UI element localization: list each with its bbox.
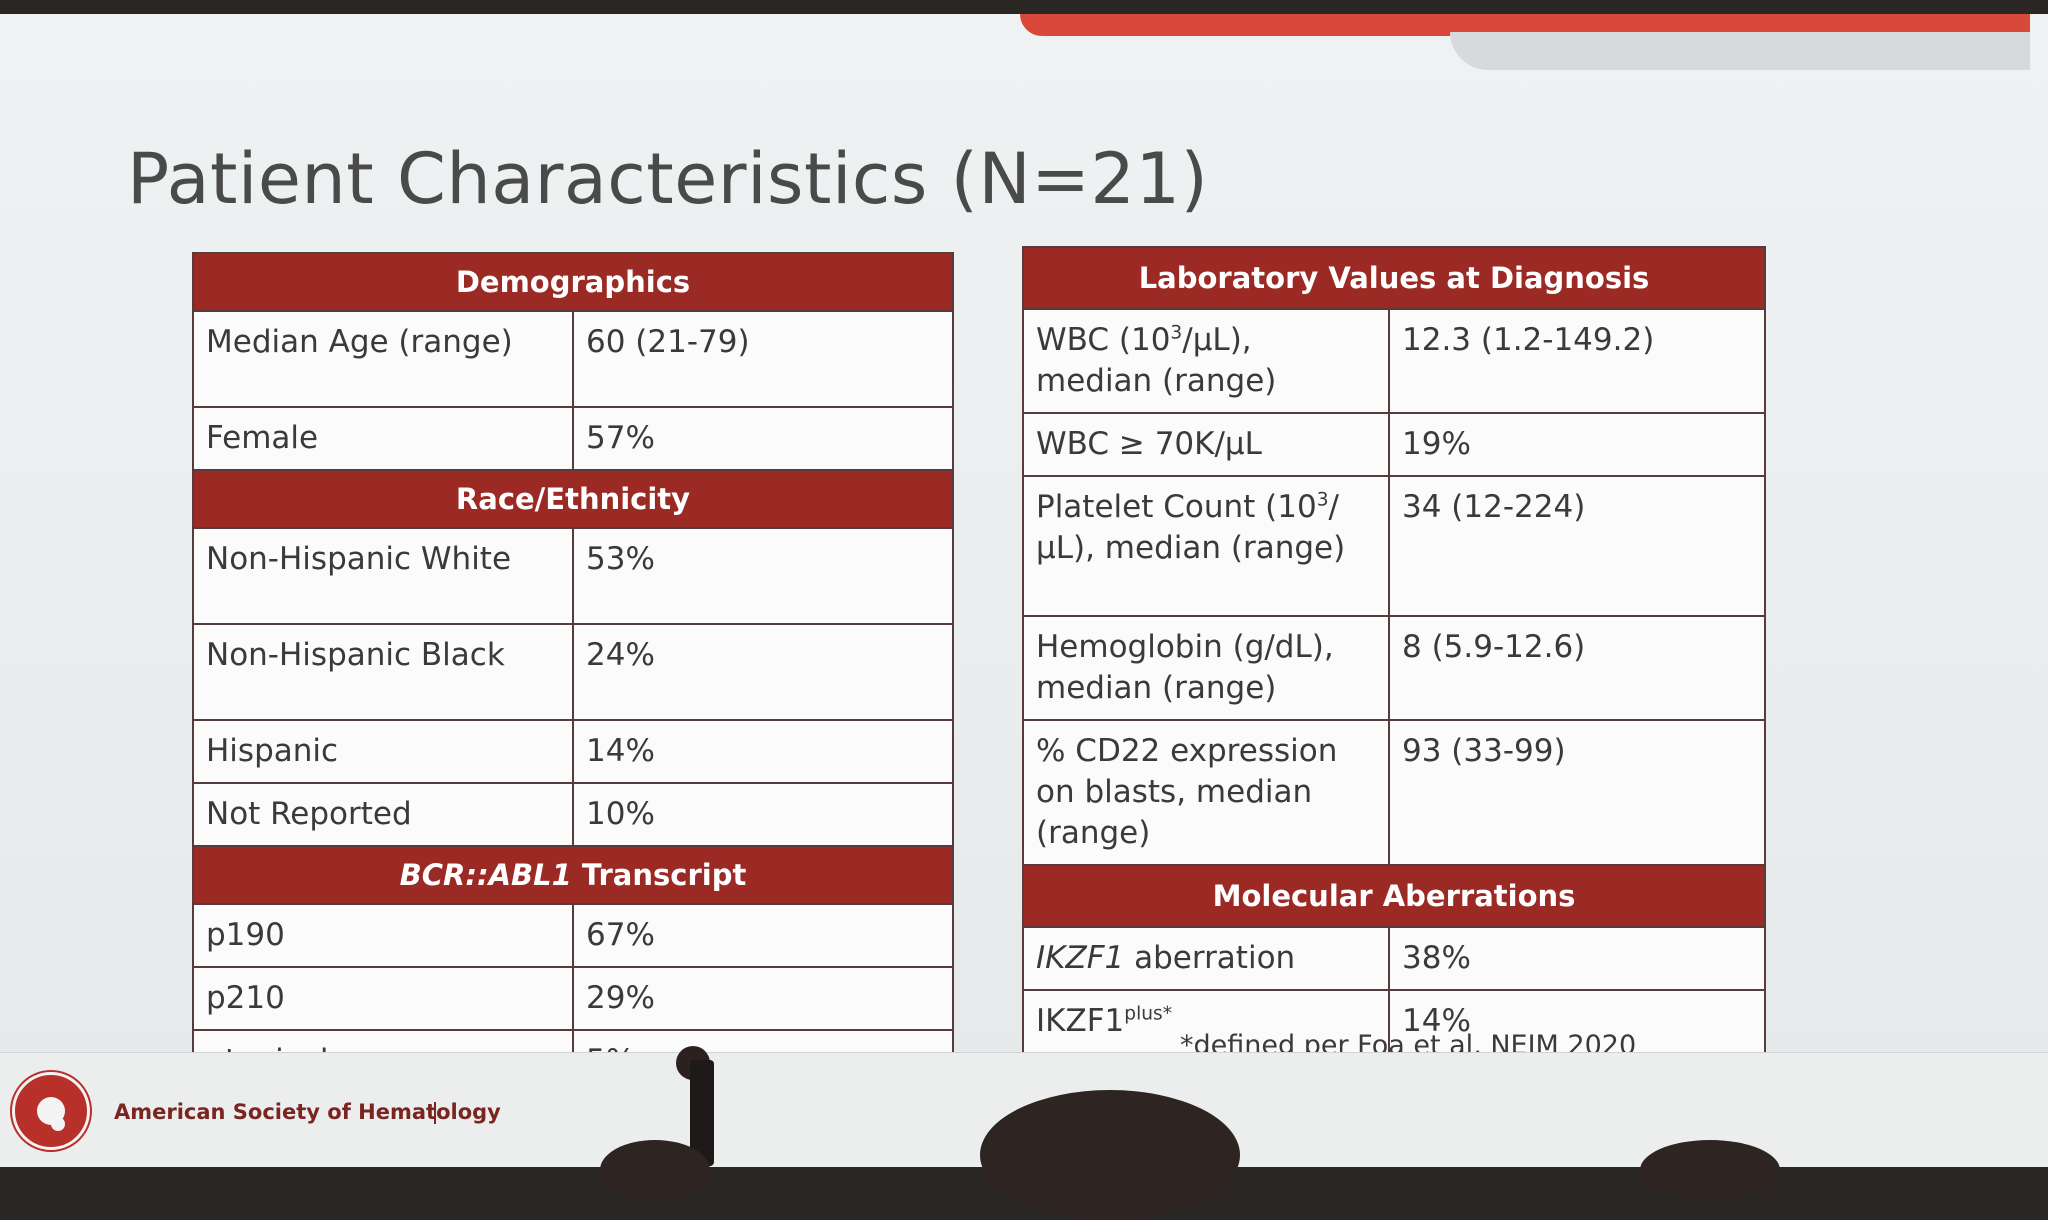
wbc-label-post: /µL), median (range) xyxy=(1036,322,1277,399)
footer-divider xyxy=(434,1102,436,1124)
row-label: WBC (103/µL), median (range) xyxy=(1022,308,1390,414)
table-row: % CD22 expression on blasts, median (ran… xyxy=(1022,719,1767,866)
table-header-row: Molecular Aberrations xyxy=(1021,864,1767,928)
row-label: Platelet Count (103/µL), median (range) xyxy=(1022,475,1390,617)
table-row: Non-Hispanic Black 24% xyxy=(192,623,954,721)
row-label: p210 xyxy=(192,966,574,1031)
row-label: Hispanic xyxy=(192,719,574,784)
audience-head xyxy=(1640,1140,1780,1200)
row-value: 19% xyxy=(1387,412,1767,477)
table-row: Female 57% xyxy=(192,406,954,471)
row-label: % CD22 expression on blasts, median (ran… xyxy=(1022,719,1390,866)
accent-bar xyxy=(1020,14,2030,36)
row-label: Median Age (range) xyxy=(192,310,574,408)
row-value: 38% xyxy=(1387,926,1767,991)
table-row: WBC (103/µL), median (range) 12.3 (1.2-1… xyxy=(1022,308,1767,414)
row-label: Not Reported xyxy=(192,782,574,847)
transcript-header: BCR::ABL1 Transcript xyxy=(192,845,954,905)
row-value: 12.3 (1.2-149.2) xyxy=(1387,308,1767,414)
row-label: IKZF1 aberration xyxy=(1022,926,1390,991)
organization-name: American Society of Hematology xyxy=(114,1100,501,1124)
row-label: Female xyxy=(192,406,574,471)
molecular-header: Molecular Aberrations xyxy=(1021,864,1767,928)
logo-blood-cell-small xyxy=(51,1117,65,1131)
table-row: IKZF1 aberration 38% xyxy=(1022,926,1767,991)
race-ethnicity-header: Race/Ethnicity xyxy=(192,469,954,529)
transcript-header-text: Transcript xyxy=(571,858,747,892)
table-row: IKZF1plus* 14% xyxy=(1022,989,1767,1054)
table-row: Non-Hispanic White 53% xyxy=(192,527,954,625)
row-value: 57% xyxy=(572,406,954,471)
row-value: 24% xyxy=(572,623,954,721)
row-label: p190 xyxy=(192,903,574,968)
table-row: Not Reported 10% xyxy=(192,782,954,847)
table-header-row: Laboratory Values at Diagnosis xyxy=(1021,246,1767,310)
table-row: Hemoglobin (g/dL), median (range) 8 (5.9… xyxy=(1022,615,1767,721)
table-row: p210 29% xyxy=(192,966,954,1031)
platelet-label-sup: 3 xyxy=(1316,489,1329,511)
table-row: WBC ≥ 70K/µL 19% xyxy=(1022,412,1767,477)
row-value: 93 (33-99) xyxy=(1387,719,1767,866)
transcript-gene: BCR::ABL1 xyxy=(399,858,572,892)
row-label: Non-Hispanic White xyxy=(192,527,574,625)
table-row: p190 67% xyxy=(192,903,954,968)
table-row: Hispanic 14% xyxy=(192,719,954,784)
audience-head xyxy=(980,1090,1240,1220)
row-value: 29% xyxy=(572,966,954,1031)
accent-bar-shadow xyxy=(1450,32,2030,70)
table-header-row: Race/Ethnicity xyxy=(192,469,954,529)
wbc-label-sup: 3 xyxy=(1170,322,1183,344)
table-header-row: BCR::ABL1 Transcript xyxy=(192,845,954,905)
platelet-label-pre: Platelet Count (10 xyxy=(1036,489,1317,525)
table-row: Platelet Count (103/µL), median (range) … xyxy=(1022,475,1767,617)
ikzf1-label-rest: aberration xyxy=(1124,940,1296,976)
laboratory-table: Laboratory Values at Diagnosis WBC (103/… xyxy=(1021,246,1767,1054)
row-value: 10% xyxy=(572,782,954,847)
row-value: 53% xyxy=(572,527,954,625)
row-label: Hemoglobin (g/dL), median (range) xyxy=(1022,615,1390,721)
table-row: Median Age (range) 60 (21-79) xyxy=(192,310,954,408)
platelet-label-post: /µL), median (range) xyxy=(1036,489,1346,566)
row-value: 14% xyxy=(1387,989,1767,1054)
row-value: 14% xyxy=(572,719,954,784)
row-value: 60 (21-79) xyxy=(572,310,954,408)
row-value: 8 (5.9-12.6) xyxy=(1387,615,1767,721)
wbc-label-pre: WBC (10 xyxy=(1036,322,1171,358)
ikzf1plus-label: IKZF1 xyxy=(1036,1003,1125,1039)
table-header-row: Demographics xyxy=(192,252,954,312)
row-value: 67% xyxy=(572,903,954,968)
ikzf1-gene: IKZF1 xyxy=(1036,940,1125,976)
audience-head xyxy=(600,1140,710,1200)
demographics-header: Demographics xyxy=(192,252,954,312)
slide-title: Patient Characteristics (N=21) xyxy=(127,138,1209,220)
lab-values-header: Laboratory Values at Diagnosis xyxy=(1021,246,1767,310)
ash-logo-icon xyxy=(12,1072,90,1150)
ikzf1plus-sup: plus* xyxy=(1124,1003,1173,1025)
demographics-table: Demographics Median Age (range) 60 (21-7… xyxy=(192,252,954,1094)
row-label: Non-Hispanic Black xyxy=(192,623,574,721)
row-value: 34 (12-224) xyxy=(1387,475,1767,617)
row-label: WBC ≥ 70K/µL xyxy=(1022,412,1390,477)
